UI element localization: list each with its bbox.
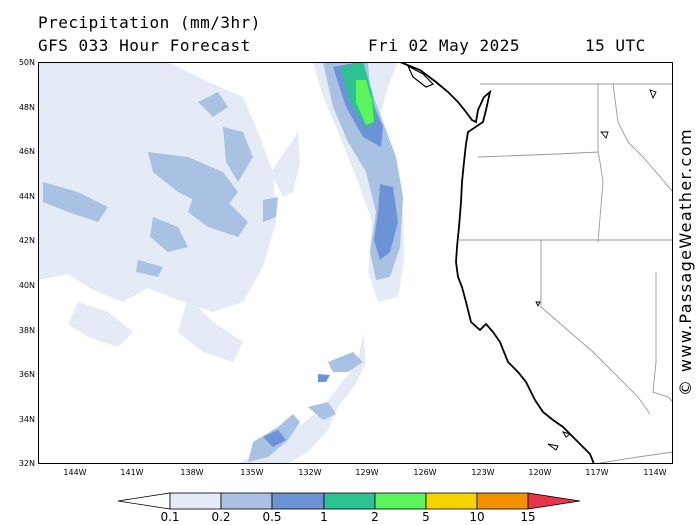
legend-label: 0.1 (160, 510, 180, 524)
lat-label: 34N (18, 415, 35, 424)
lon-label: 123W (471, 468, 495, 477)
lon-label: 126W (413, 468, 437, 477)
lon-label: 129W (355, 468, 379, 477)
legend-colorbar (118, 492, 581, 510)
lat-label: 38N (18, 326, 35, 335)
legend-swatch (374, 492, 427, 510)
lat-label: 48N (18, 103, 35, 112)
legend-label: 0.2 (211, 510, 231, 524)
lon-label: 120W (528, 468, 552, 477)
site-credit: © www.PassageWeather.com (676, 128, 695, 396)
lat-label: 44N (18, 192, 35, 201)
lat-label: 32N (18, 459, 35, 468)
map-title: Precipitation (mm/3hr) (38, 13, 261, 32)
lon-label: 135W (240, 468, 264, 477)
state-borders (458, 83, 673, 464)
legend-swatch (323, 492, 376, 510)
lon-label: 132W (298, 468, 322, 477)
forecast-time: 15 UTC (585, 36, 646, 55)
legend-swatch (476, 492, 529, 510)
lat-label: 46N (18, 147, 35, 156)
legend-label: 2 (371, 510, 379, 524)
legend-swatch-end (527, 492, 581, 510)
legend-swatch (425, 492, 478, 510)
lon-label: 138W (180, 468, 204, 477)
legend-swatch-start (118, 492, 171, 510)
coastline (399, 62, 595, 464)
legend-swatch (169, 492, 222, 510)
lat-label: 42N (18, 236, 35, 245)
legend-label: 10 (469, 510, 485, 524)
lon-label: 114W (643, 468, 667, 477)
forecast-date: Fri 02 May 2025 (368, 36, 520, 55)
precipitation-map (38, 62, 673, 464)
legend-swatch (271, 492, 325, 510)
lon-label: 117W (585, 468, 609, 477)
lat-label: 36N (18, 370, 35, 379)
lon-label: 144W (63, 468, 87, 477)
legend-label: 1 (320, 510, 328, 524)
lon-label: 141W (120, 468, 144, 477)
legend-label: 5 (422, 510, 430, 524)
lat-label: 50N (18, 58, 35, 67)
precip-intense (356, 80, 374, 125)
legend-swatch (220, 492, 273, 510)
legend-label: 15 (520, 510, 536, 524)
forecast-label: GFS 033 Hour Forecast (38, 36, 251, 55)
legend-label: 0.5 (262, 510, 282, 524)
lat-label: 40N (18, 281, 35, 290)
